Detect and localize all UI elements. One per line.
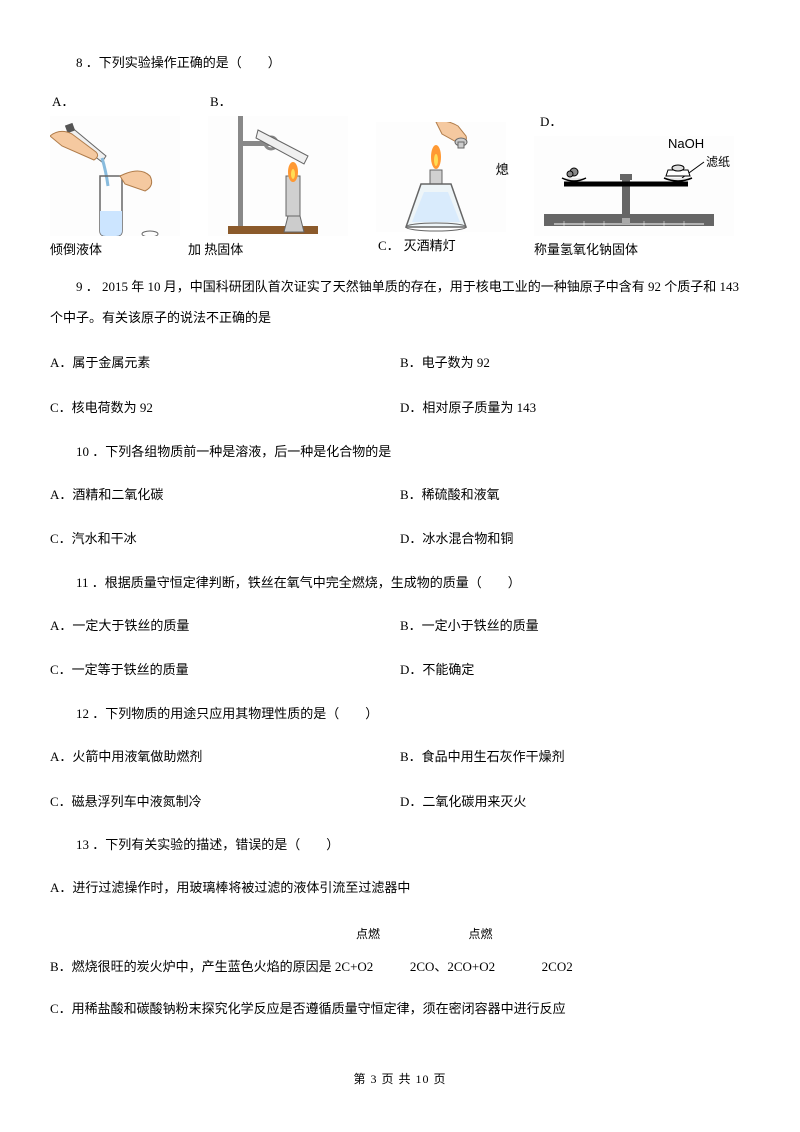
q8-a-caption: 倾倒液体 [50,240,102,260]
q11-option-b: B．一定小于铁丝的质量 [400,612,750,641]
q10-option-b: B．稀硫酸和液氧 [400,481,750,510]
q10-stem: 10 ．下列各组物质前一种是溶液，后一种是化合物的是 [50,439,750,465]
q13-option-b: 点燃 点燃 [350,921,750,947]
q9-stem: 9 ． 2015 年 10 月，中国科研团队首次证实了天然铀单质的存在，用于核电… [50,271,750,333]
q8-d-caption: 称量氢氧化钠固体 [534,240,638,260]
q8-c-label: C． [378,236,400,256]
q11-option-d: D．不能确定 [400,656,750,685]
q8-b-caption-text: 热固体 [204,242,243,257]
q9-option-b: B．电子数为 92 [400,349,750,378]
heat-solid-diagram [208,116,348,236]
q11-stem: 11 ．根据质量守恒定律判断，铁丝在氧气中完全燃烧，生成物的质量（ ） [50,570,750,596]
q10-option-c: C．汽水和干冰 [50,525,400,554]
q9-option-d: D．相对原子质量为 143 [400,394,750,423]
q12-option-c: C．磁悬浮列车中液氮制冷 [50,788,400,817]
q12-option-a: A．火箭中用液氧做助燃剂 [50,743,400,772]
q12-option-d: D．二氧化碳用来灭火 [400,788,750,817]
q8-images: A． 倾倒液体 B． [50,92,750,259]
q13-option-b-line: B．燃烧很旺的炭火炉中，产生蓝色火焰的原因是 2C+O2 2CO、2CO+O2 … [50,953,750,982]
weigh-naoh-diagram: NaOH 滤纸 [534,136,734,236]
q9-option-c: C．核电荷数为 92 [50,394,400,423]
q8-stem: 8 ．下列实验操作正确的是（ ） [50,50,750,76]
q13-b-mid: 2CO、2CO+O2 [410,959,495,974]
q13-option-a: A．进行过滤操作时，用玻璃棒将被过滤的液体引流至过滤器中 [50,874,750,903]
extinguish-lamp-diagram [376,122,506,232]
naoh-label: NaOH [668,136,704,151]
q13-b-end: 2CO2 [542,959,573,974]
q8-c-annotation: 熄 [496,160,509,180]
q8-c-caption: 灭酒精灯 [404,236,456,256]
q13-option-c: C．用稀盐酸和碳酸钠粉末探究化学反应是否遵循质量守恒定律，须在密闭容器中进行反应 [50,995,750,1024]
q13-b-pre: B．燃烧很旺的炭火炉中，产生蓝色火焰的原因是 2C+O2 [50,959,373,974]
q8-b-caption: 加 热固体 [208,240,243,260]
filter-paper-label: 滤纸 [706,155,730,169]
pour-liquid-diagram [50,116,180,236]
q8-d-label: D． [540,112,562,132]
q10-option-a: A．酒精和二氧化碳 [50,481,400,510]
page-footer: 第 3 页 共 10 页 [0,1070,800,1088]
q9-option-a: A．属于金属元素 [50,349,400,378]
q11-option-c: C．一定等于铁丝的质量 [50,656,400,685]
q10-option-d: D．冰水混合物和铜 [400,525,750,554]
q8-a-label: A． [52,92,74,112]
q12-option-b: B．食品中用生石灰作干燥剂 [400,743,750,772]
q8-b-label: B． [210,92,232,112]
combust-label-1: 点燃 [356,927,380,941]
q12-stem: 12 ．下列物质的用途只应用其物理性质的是（ ） [50,701,750,727]
q13-stem: 13 ．下列有关实验的描述，错误的是（ ） [50,832,750,858]
q11-option-a: A．一定大于铁丝的质量 [50,612,400,641]
q8-b-prefix: 加 [188,242,204,257]
combust-label-2: 点燃 [469,927,493,941]
